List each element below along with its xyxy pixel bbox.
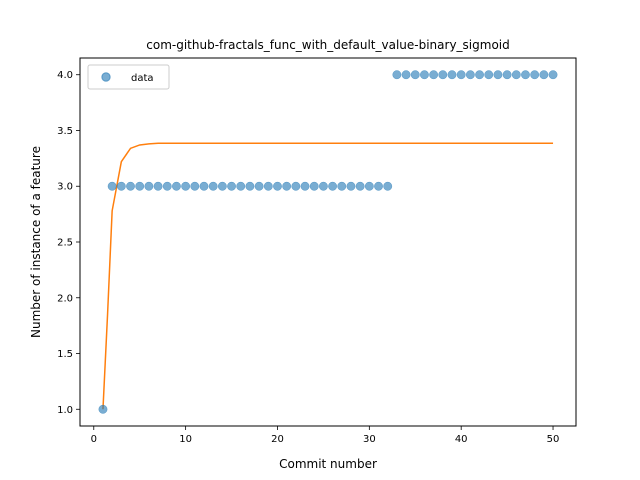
- data-point: [337, 181, 347, 191]
- data-point: [309, 181, 319, 191]
- data-point: [318, 181, 328, 191]
- data-point: [364, 181, 374, 191]
- data-point: [217, 181, 227, 191]
- fit-line: [102, 142, 554, 410]
- data-point: [135, 181, 145, 191]
- x-tick-label: 10: [179, 434, 192, 445]
- data-point: [227, 181, 237, 191]
- data-point: [144, 181, 154, 191]
- x-axis: 0 10 20 30 40 50: [91, 426, 560, 445]
- x-tick-label: 40: [455, 434, 468, 445]
- legend-box: [87, 64, 170, 90]
- data-point: [171, 181, 181, 191]
- series-layer: [98, 70, 558, 414]
- data-point: [419, 70, 429, 80]
- plot-area: [79, 57, 577, 427]
- data-point: [162, 181, 172, 191]
- data-point: [190, 181, 200, 191]
- data-point: [116, 181, 126, 191]
- plot-frame: [79, 57, 577, 427]
- data-point: [383, 181, 393, 191]
- data-point: [502, 70, 512, 80]
- data-point: [456, 70, 466, 80]
- data-point: [530, 70, 540, 80]
- data-point: [126, 181, 135, 191]
- data-point: [107, 181, 117, 191]
- data-point: [447, 70, 457, 80]
- data-point: [374, 181, 383, 191]
- data-point: [328, 181, 338, 191]
- y-axis: 1.0 1.5 2.0 2.5 3.0 3.5 4.0: [57, 70, 80, 416]
- data-point: [346, 181, 356, 191]
- y-tick-label: 3.5: [57, 126, 73, 137]
- data-point: [493, 70, 503, 80]
- y-tick-label: 3.0: [57, 182, 73, 193]
- data-point: [438, 70, 448, 80]
- y-tick-label: 4.0: [57, 70, 73, 81]
- data-point: [273, 181, 282, 191]
- data-point: [300, 181, 310, 191]
- legend-marker-data: [101, 72, 111, 82]
- y-tick-label: 2.0: [57, 293, 73, 304]
- y-tick-label: 2.5: [57, 238, 73, 249]
- y-tick-label: 1.0: [57, 405, 73, 416]
- data-point: [291, 181, 301, 191]
- data-point: [254, 181, 264, 191]
- data-point: [208, 181, 218, 191]
- data-point: [548, 70, 558, 80]
- y-axis-label: Number of instance of a feature: [29, 146, 43, 338]
- chart-title: com-github-fractals_func_with_default_va…: [146, 38, 509, 52]
- legend: data: [87, 64, 170, 90]
- data-point: [181, 181, 191, 191]
- data-point: [539, 70, 549, 80]
- data-point: [236, 181, 246, 191]
- data-point: [98, 404, 108, 414]
- data-point: [245, 181, 255, 191]
- x-tick-label: 20: [271, 434, 284, 445]
- data-point: [282, 181, 292, 191]
- x-tick-label: 50: [547, 434, 560, 445]
- data-point: [511, 70, 521, 80]
- data-point: [355, 181, 365, 191]
- x-tick-label: 30: [363, 434, 376, 445]
- data-point: [199, 181, 209, 191]
- data-point: [392, 70, 402, 80]
- data-point: [410, 70, 420, 80]
- data-point: [465, 70, 475, 80]
- legend-entry-data: data: [131, 73, 154, 84]
- data-point: [429, 70, 439, 80]
- data-point: [484, 70, 494, 80]
- data-point: [521, 70, 530, 80]
- data-point: [475, 70, 485, 80]
- data-point: [153, 181, 163, 191]
- data-point: [263, 181, 273, 191]
- y-tick-label: 1.5: [57, 349, 73, 360]
- x-tick-label: 0: [91, 434, 97, 445]
- x-axis-label: Commit number: [279, 457, 377, 471]
- data-point: [401, 70, 411, 80]
